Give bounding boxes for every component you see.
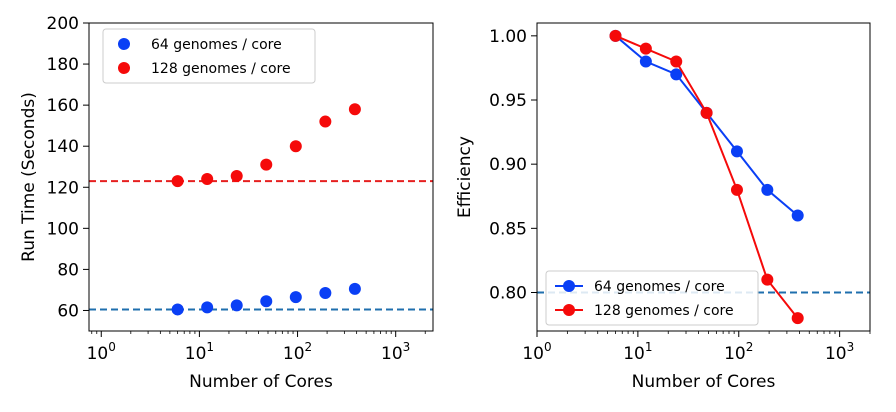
data-point-1-s2-1 xyxy=(171,175,184,188)
legend-1: 64 genomes / core 128 genomes / core xyxy=(102,28,316,84)
legend-marker-2-1 xyxy=(563,280,575,292)
data-point-1-s1-3 xyxy=(230,299,243,312)
legend-marker-1-2 xyxy=(118,62,130,74)
data-point-2-s2-1 xyxy=(609,29,622,42)
y-tick-label-1-4: 120 xyxy=(47,178,79,198)
axes-frame-2 xyxy=(536,22,871,332)
data-point-1-s2-4 xyxy=(260,158,273,171)
data-point-2-s1-3 xyxy=(670,68,683,81)
data-point-2-s1-5 xyxy=(730,145,743,158)
y-tick-label-2-4: 0.95 xyxy=(489,91,527,111)
data-point-1-s1-2 xyxy=(201,301,214,314)
legend-box-1 xyxy=(102,28,316,84)
y-tick-label-2-5: 1.00 xyxy=(489,27,527,47)
data-point-2-s2-4 xyxy=(700,106,713,119)
y-axis-label-1: Run Time (Seconds) xyxy=(19,92,39,262)
x-tick-label-2-2: 101 xyxy=(623,340,652,364)
data-point-2-s2-7 xyxy=(791,312,804,325)
data-point-1-s1-6 xyxy=(319,287,332,300)
y-tick-label-1-5: 140 xyxy=(47,137,79,157)
data-point-2-s1-7 xyxy=(791,209,804,222)
data-point-2-s2-5 xyxy=(730,183,743,196)
chart-1: 100 101 102 103 60 80 100 120 140 160 180 200 Number… xyxy=(19,14,434,392)
data-point-1-s1-4 xyxy=(260,295,273,308)
x-tick-label-1-3: 102 xyxy=(283,340,312,364)
x-axis-label-1: Number of Cores xyxy=(189,372,333,392)
data-point-1-s1-7 xyxy=(348,282,361,295)
chart-2: 100 101 102 103 0.80 0.85 0.90 0.95 1.00 Number o… xyxy=(455,22,871,392)
y-tick-label-1-2: 80 xyxy=(57,260,79,280)
y-tick-label-2-3: 0.90 xyxy=(489,155,527,175)
y-tick-label-1-6: 160 xyxy=(47,96,79,116)
data-point-1-s2-5 xyxy=(289,140,302,153)
data-point-2-s2-6 xyxy=(761,273,774,286)
axes-frame-1 xyxy=(88,22,434,332)
legend-marker-2-2 xyxy=(563,304,575,316)
x-tick-label-2-1: 100 xyxy=(522,340,551,364)
data-point-1-s2-7 xyxy=(348,103,361,116)
data-point-1-s1-1 xyxy=(171,303,184,316)
data-point-1-s2-6 xyxy=(319,115,332,128)
x-tick-label-1-4: 103 xyxy=(381,340,410,364)
data-point-2-s1-6 xyxy=(761,183,774,196)
data-point-1-s2-3 xyxy=(230,169,243,182)
legend-label-1-1: 64 genomes / core xyxy=(151,37,282,53)
data-point-2-s2-2 xyxy=(639,42,652,55)
data-point-2-s2-3 xyxy=(670,55,683,68)
y-tick-label-1-8: 200 xyxy=(47,14,79,34)
data-point-1-s2-2 xyxy=(201,173,214,186)
y-axis-label-2: Efficiency xyxy=(455,136,475,218)
x-tick-label-1-2: 101 xyxy=(185,340,214,364)
y-tick-label-1-7: 180 xyxy=(47,55,79,75)
data-point-1-s1-5 xyxy=(289,291,302,304)
legend-box-2 xyxy=(545,270,759,326)
y-tick-label-1-3: 100 xyxy=(47,219,79,239)
x-tick-label-2-3: 102 xyxy=(724,340,753,364)
legend-2: 64 genomes / core 128 genomes / core xyxy=(545,270,759,326)
x-tick-label-1-1: 100 xyxy=(87,340,116,364)
y-tick-label-1-1: 60 xyxy=(57,301,79,321)
y-tick-label-2-1: 0.80 xyxy=(489,284,527,304)
legend-marker-1-1 xyxy=(118,38,130,50)
legend-label-2-2: 128 genomes / core xyxy=(594,303,734,319)
legend-label-1-2: 128 genomes / core xyxy=(151,61,291,77)
x-axis-label-2: Number of Cores xyxy=(632,372,776,392)
legend-label-2-1: 64 genomes / core xyxy=(594,279,725,295)
y-tick-label-2-2: 0.85 xyxy=(489,219,527,239)
data-point-2-s1-2 xyxy=(639,55,652,68)
x-tick-label-2-4: 103 xyxy=(825,340,854,364)
